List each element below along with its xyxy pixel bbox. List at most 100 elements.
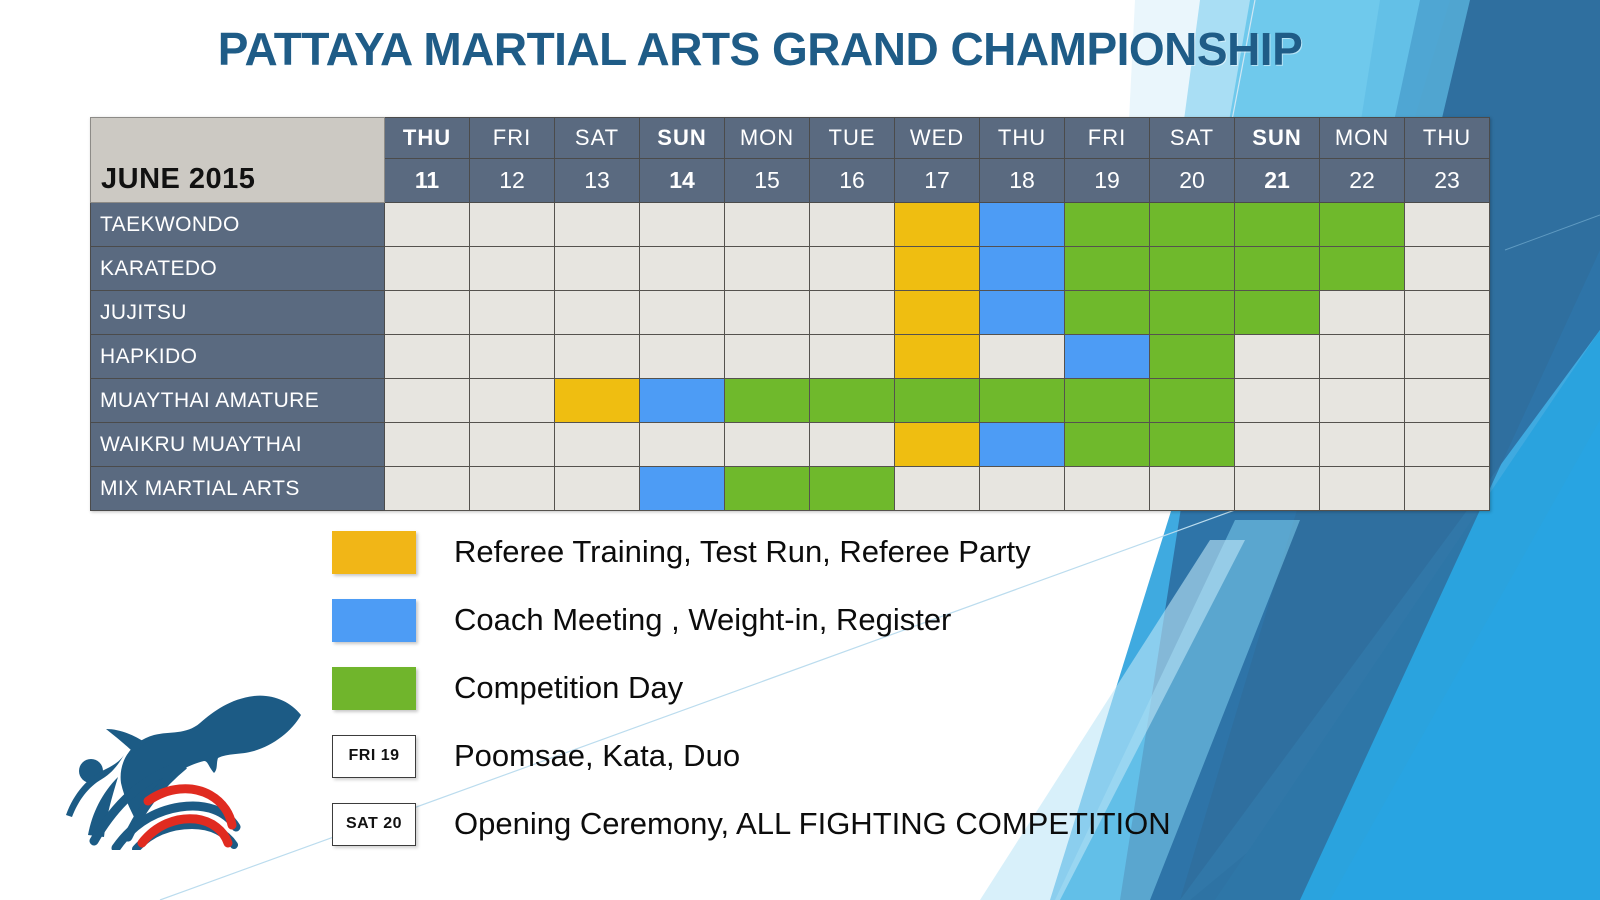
schedule-cell[interactable]: [1064, 202, 1150, 247]
schedule-cell[interactable]: [1234, 466, 1320, 511]
schedule-cell[interactable]: [384, 290, 470, 335]
schedule-cell[interactable]: [809, 202, 895, 247]
schedule-cell[interactable]: [1404, 466, 1490, 511]
schedule-cell[interactable]: [1149, 202, 1235, 247]
schedule-cell[interactable]: [469, 246, 555, 291]
schedule-cell[interactable]: [809, 290, 895, 335]
schedule-cell[interactable]: [1064, 422, 1150, 467]
schedule-cell[interactable]: [809, 334, 895, 379]
schedule-cell[interactable]: [1234, 334, 1320, 379]
schedule-cell[interactable]: [554, 422, 640, 467]
schedule-cell[interactable]: [1234, 202, 1320, 247]
schedule-cell[interactable]: [639, 334, 725, 379]
schedule-calendar: JUNE 2015 THU FRI SAT SUN MON TUE WED THU FRI SAT S…: [90, 116, 1490, 511]
schedule-cell[interactable]: [1064, 378, 1150, 423]
schedule-cell[interactable]: [469, 466, 555, 511]
schedule-cell[interactable]: [1064, 290, 1150, 335]
schedule-cell[interactable]: [724, 378, 810, 423]
schedule-cell[interactable]: [384, 422, 470, 467]
schedule-cell[interactable]: [1064, 334, 1150, 379]
schedule-cell[interactable]: [809, 422, 895, 467]
schedule-cell[interactable]: [1234, 246, 1320, 291]
schedule-cell[interactable]: [554, 378, 640, 423]
schedule-cell[interactable]: [554, 246, 640, 291]
schedule-cell[interactable]: [1149, 334, 1235, 379]
month-label: JUNE 2015: [90, 117, 385, 203]
schedule-cell[interactable]: [979, 378, 1065, 423]
schedule-cell[interactable]: [554, 290, 640, 335]
schedule-cell[interactable]: [1234, 422, 1320, 467]
schedule-cell[interactable]: [724, 246, 810, 291]
schedule-cell[interactable]: [894, 334, 980, 379]
schedule-cell[interactable]: [384, 202, 470, 247]
legend-label: Competition Day: [454, 670, 684, 705]
schedule-cell[interactable]: [1149, 466, 1235, 511]
schedule-cell[interactable]: [894, 202, 980, 247]
schedule-cell[interactable]: [639, 466, 725, 511]
schedule-cell[interactable]: [1234, 378, 1320, 423]
schedule-cell[interactable]: [1404, 378, 1490, 423]
schedule-cell[interactable]: [724, 466, 810, 511]
schedule-cell[interactable]: [894, 246, 980, 291]
schedule-cell[interactable]: [724, 202, 810, 247]
schedule-cell[interactable]: [979, 246, 1065, 291]
schedule-cell[interactable]: [1149, 422, 1235, 467]
schedule-cell[interactable]: [1319, 246, 1405, 291]
schedule-cell[interactable]: [724, 422, 810, 467]
schedule-cell[interactable]: [1404, 246, 1490, 291]
schedule-cell[interactable]: [554, 466, 640, 511]
legend-label: Opening Ceremony, ALL FIGHTING COMPETITI…: [454, 806, 1171, 841]
schedule-cell[interactable]: [554, 334, 640, 379]
schedule-cell[interactable]: [1064, 466, 1150, 511]
schedule-cell[interactable]: [469, 378, 555, 423]
column-header-dow: MON: [1319, 116, 1405, 160]
schedule-cell[interactable]: [1064, 246, 1150, 291]
schedule-cell[interactable]: [894, 422, 980, 467]
schedule-cell[interactable]: [384, 378, 470, 423]
discipline-label: TAEKWONDO: [90, 202, 385, 247]
schedule-cell[interactable]: [979, 202, 1065, 247]
schedule-cell[interactable]: [639, 290, 725, 335]
schedule-cell[interactable]: [894, 290, 980, 335]
schedule-cell[interactable]: [1319, 290, 1405, 335]
schedule-cell[interactable]: [809, 466, 895, 511]
schedule-cell[interactable]: [894, 466, 980, 511]
schedule-cell[interactable]: [724, 334, 810, 379]
schedule-cell[interactable]: [1234, 290, 1320, 335]
column-header-day: 18: [979, 158, 1065, 203]
schedule-cell[interactable]: [1404, 334, 1490, 379]
schedule-cell[interactable]: [979, 422, 1065, 467]
schedule-cell[interactable]: [1149, 378, 1235, 423]
schedule-cell[interactable]: [1149, 290, 1235, 335]
schedule-cell[interactable]: [384, 466, 470, 511]
schedule-cell[interactable]: [1404, 202, 1490, 247]
schedule-cell[interactable]: [384, 246, 470, 291]
schedule-cell[interactable]: [639, 246, 725, 291]
schedule-cell[interactable]: [469, 334, 555, 379]
schedule-cell[interactable]: [809, 378, 895, 423]
schedule-cell[interactable]: [469, 202, 555, 247]
schedule-cell[interactable]: [979, 466, 1065, 511]
schedule-cell[interactable]: [639, 378, 725, 423]
schedule-cell[interactable]: [384, 334, 470, 379]
schedule-cell[interactable]: [1319, 334, 1405, 379]
schedule-cell[interactable]: [554, 202, 640, 247]
schedule-cell[interactable]: [809, 246, 895, 291]
schedule-cell[interactable]: [1319, 422, 1405, 467]
schedule-cell[interactable]: [469, 422, 555, 467]
schedule-cell[interactable]: [1149, 246, 1235, 291]
column-header-dow: MON: [724, 116, 810, 160]
schedule-cell[interactable]: [469, 290, 555, 335]
schedule-cell[interactable]: [724, 290, 810, 335]
schedule-cell[interactable]: [894, 378, 980, 423]
schedule-cell[interactable]: [639, 202, 725, 247]
schedule-cell[interactable]: [1319, 378, 1405, 423]
schedule-cell[interactable]: [1404, 290, 1490, 335]
schedule-cell[interactable]: [639, 422, 725, 467]
legend-label: Referee Training, Test Run, Referee Part…: [454, 534, 1031, 569]
schedule-cell[interactable]: [1319, 466, 1405, 511]
schedule-cell[interactable]: [979, 290, 1065, 335]
schedule-cell[interactable]: [1319, 202, 1405, 247]
schedule-cell[interactable]: [1404, 422, 1490, 467]
schedule-cell[interactable]: [979, 334, 1065, 379]
